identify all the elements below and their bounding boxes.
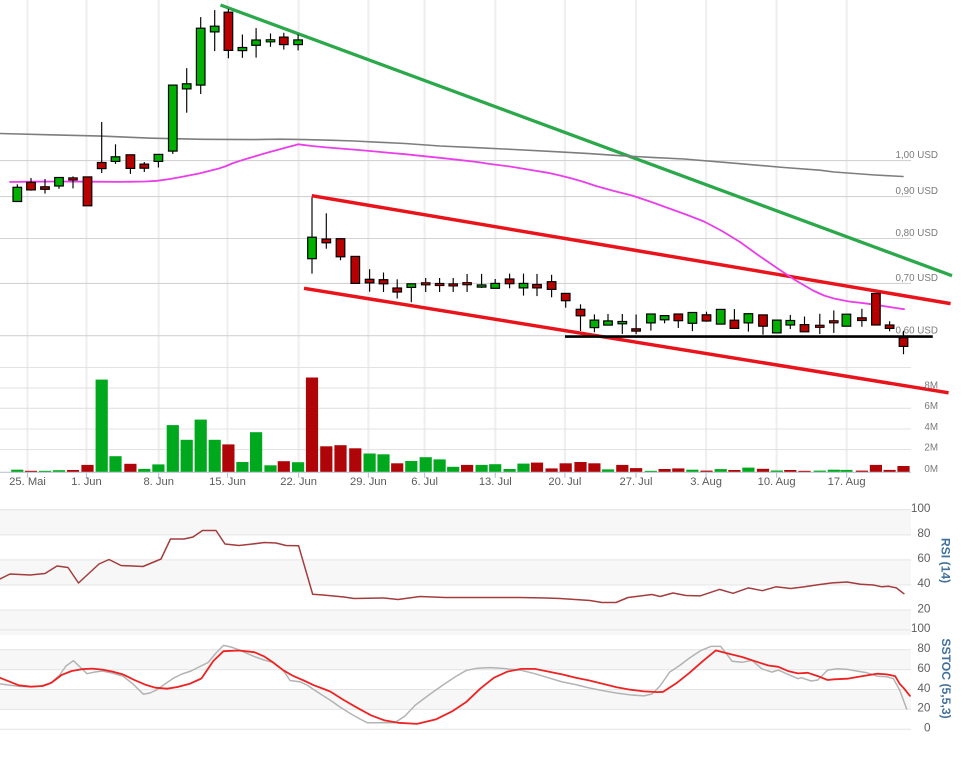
svg-text:40: 40: [917, 576, 931, 590]
svg-text:80: 80: [917, 526, 931, 540]
svg-text:3. Aug: 3. Aug: [690, 476, 722, 488]
svg-text:8M: 8M: [924, 381, 938, 392]
svg-text:RSI (14): RSI (14): [939, 538, 953, 583]
svg-text:SSTOC (5,5,3): SSTOC (5,5,3): [939, 638, 953, 718]
svg-text:10. Aug: 10. Aug: [758, 476, 796, 488]
svg-text:6M: 6M: [924, 401, 938, 412]
svg-text:17. Aug: 17. Aug: [828, 476, 866, 488]
svg-text:0: 0: [924, 721, 931, 735]
svg-text:29. Jun: 29. Jun: [350, 476, 387, 488]
svg-text:15. Jun: 15. Jun: [209, 476, 246, 488]
svg-text:0,60 USD: 0,60 USD: [896, 325, 938, 336]
svg-text:60: 60: [917, 551, 931, 565]
svg-text:4M: 4M: [924, 422, 938, 433]
svg-text:0,70 USD: 0,70 USD: [896, 273, 938, 284]
svg-text:20: 20: [917, 701, 931, 715]
svg-text:100: 100: [911, 621, 931, 635]
svg-text:80: 80: [917, 641, 931, 655]
svg-text:20: 20: [917, 601, 931, 615]
svg-text:22. Jun: 22. Jun: [280, 476, 317, 488]
svg-text:27. Jul: 27. Jul: [620, 476, 653, 488]
svg-text:40: 40: [917, 681, 931, 695]
svg-text:8. Jun: 8. Jun: [143, 476, 173, 488]
svg-text:1,00 USD: 1,00 USD: [896, 150, 938, 161]
svg-text:20. Jul: 20. Jul: [548, 476, 581, 488]
svg-text:0,80 USD: 0,80 USD: [896, 228, 938, 239]
svg-text:13. Jul: 13. Jul: [479, 476, 512, 488]
svg-text:0,90 USD: 0,90 USD: [896, 186, 938, 197]
svg-text:100: 100: [911, 501, 931, 515]
svg-text:25. Mai: 25. Mai: [9, 476, 46, 488]
svg-text:2M: 2M: [924, 442, 938, 453]
svg-text:6. Jul: 6. Jul: [411, 476, 438, 488]
svg-text:0M: 0M: [924, 464, 938, 475]
svg-text:60: 60: [917, 661, 931, 675]
svg-text:1. Jun: 1. Jun: [71, 476, 101, 488]
